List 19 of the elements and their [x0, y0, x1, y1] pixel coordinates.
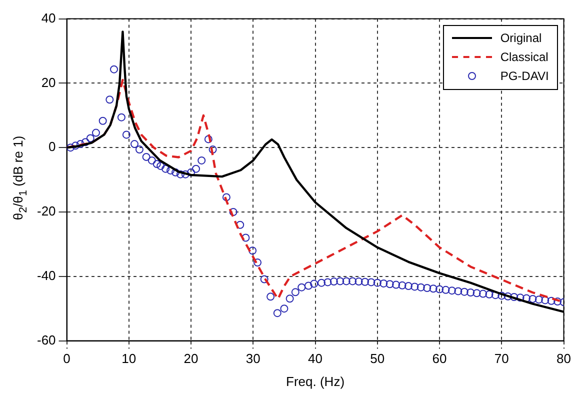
- x-tick-label: 10: [122, 351, 136, 366]
- x-tick-label: 70: [494, 351, 509, 366]
- legend-label: PG-DAVI: [500, 69, 549, 84]
- y-tick-label: 0: [48, 139, 56, 154]
- x-tick-label: 60: [432, 351, 447, 366]
- x-tick-label: 0: [63, 351, 70, 366]
- x-tick-label: 40: [308, 351, 323, 366]
- y-tick-label: -40: [36, 268, 56, 283]
- x-axis-title: Freq. (Hz): [286, 374, 345, 389]
- x-tick-label: 80: [556, 351, 572, 366]
- x-tick-label: 20: [184, 351, 198, 366]
- y-tick-label: -60: [36, 332, 56, 348]
- legend-label: Classical: [500, 50, 548, 64]
- y-tick-label: -20: [36, 204, 56, 219]
- legend-label: Original: [500, 31, 542, 46]
- x-tick-label: 50: [370, 351, 385, 366]
- y-tick-label: 40: [41, 10, 56, 26]
- x-tick-label: 30: [246, 351, 260, 366]
- y-tick-label: 20: [41, 74, 56, 90]
